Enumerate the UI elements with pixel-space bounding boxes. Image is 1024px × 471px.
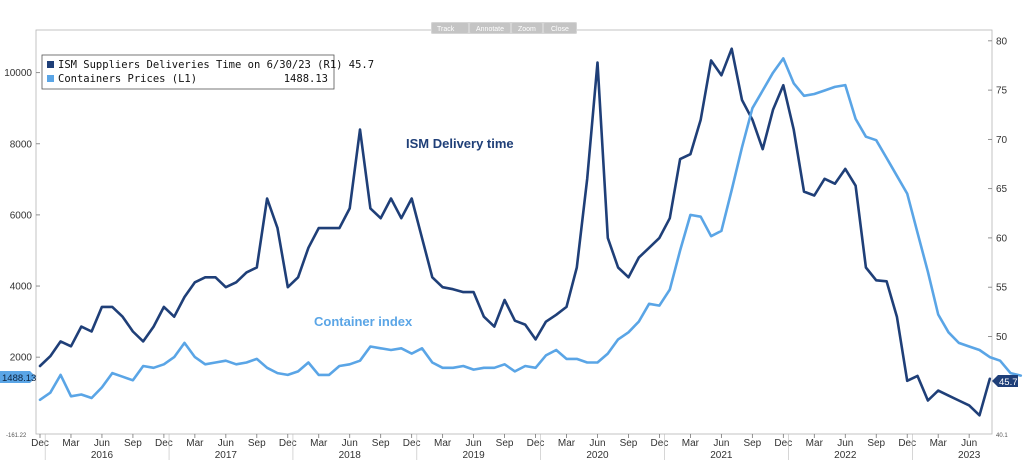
- x-axis-month-label: Dec: [527, 438, 545, 449]
- zoom-button[interactable]: Zoom: [512, 23, 542, 33]
- left-axis-tick-label: 6000: [10, 210, 33, 221]
- x-axis-month-label: Jun: [466, 438, 482, 449]
- x-axis-month-label: Jun: [589, 438, 605, 449]
- x-axis-month-label: Jun: [837, 438, 853, 449]
- right-axis-tick-label: 50: [996, 332, 1008, 343]
- annotate-button[interactable]: Annotate: [470, 23, 510, 33]
- left-axis-tick-label: 2000: [10, 353, 33, 364]
- x-axis-year-label: 2022: [834, 450, 857, 461]
- x-axis-month-label: Sep: [496, 438, 514, 449]
- right-axis-tick-label: 80: [996, 36, 1008, 47]
- zoom-button-label: Zoom: [518, 26, 536, 33]
- x-axis-month-label: Mar: [558, 438, 576, 449]
- right-axis-tick-label: 60: [996, 233, 1008, 244]
- right-axis-min-label: 40.1: [996, 433, 1008, 439]
- left-value-tag-label: 1488.13: [2, 373, 36, 384]
- x-axis-month-label: Sep: [372, 438, 390, 449]
- x-axis-month-label: Mar: [186, 438, 204, 449]
- x-axis-month-label: Dec: [774, 438, 792, 449]
- left-value-tag: 1488.13: [0, 371, 36, 384]
- left-axis-min-label: -161.22: [6, 433, 27, 439]
- right-value-tag-label: 45.7: [999, 377, 1018, 388]
- legend-swatch-ism: [47, 61, 54, 68]
- x-axis-month-label: Sep: [248, 438, 266, 449]
- close-button[interactable]: Close: [544, 23, 576, 33]
- chart-toolbar: Track Annotate Zoom Close: [431, 22, 577, 34]
- right-axis: 80 75 70 65 60 55 50: [988, 36, 1008, 343]
- x-axis-year-label: 2021: [710, 450, 733, 461]
- x-axis-month-label: Jun: [94, 438, 110, 449]
- left-axis-tick-label: 4000: [10, 282, 33, 293]
- x-axis-month-label: Sep: [867, 438, 885, 449]
- x-axis-month-label: Dec: [651, 438, 669, 449]
- series-line-ism-delivery-time: [38, 47, 992, 417]
- x-axis-year-label: 2018: [339, 450, 362, 461]
- x-axis-month-label: Jun: [713, 438, 729, 449]
- x-axis-year-label: 2019: [462, 450, 485, 461]
- left-axis-tick-label: 10000: [4, 68, 32, 79]
- x-axis: Dec Mar Jun Sep Dec Mar Jun Sep Dec Mar Jun Sep Dec M…: [31, 434, 981, 461]
- annotate-button-label: Annotate: [476, 26, 504, 33]
- right-axis-tick-label: 75: [996, 86, 1008, 97]
- x-axis-month-label: Mar: [682, 438, 700, 449]
- annotation-ism-delivery-time: ISM Delivery time: [406, 136, 514, 151]
- legend-label-ism: ISM Suppliers Deliveries Time on 6/30/23…: [58, 59, 374, 71]
- close-button-label: Close: [551, 26, 569, 33]
- legend: ISM Suppliers Deliveries Time on 6/30/23…: [41, 54, 374, 90]
- x-axis-month-label: Jun: [218, 438, 234, 449]
- x-axis-month-label: Jun: [961, 438, 977, 449]
- x-axis-month-label: Sep: [743, 438, 761, 449]
- x-axis-year-label: 2023: [958, 450, 981, 461]
- x-axis-month-label: Mar: [930, 438, 948, 449]
- x-axis-month-label: Dec: [279, 438, 297, 449]
- x-axis-year-label: 2017: [215, 450, 238, 461]
- x-axis-month-label: Dec: [403, 438, 421, 449]
- annotation-container-index: Container index: [314, 314, 413, 329]
- x-axis-month-label: Dec: [155, 438, 173, 449]
- legend-label-containers: Containers Prices (L1): [58, 73, 197, 85]
- right-value-tag: 45.7: [992, 375, 1018, 388]
- x-axis-month-label: Sep: [620, 438, 638, 449]
- x-axis-month-label: Dec: [31, 438, 49, 449]
- x-axis-month-label: Mar: [310, 438, 328, 449]
- right-axis-tick-label: 65: [996, 184, 1008, 195]
- legend-value-containers: 1488.13: [284, 73, 328, 85]
- right-axis-tick-label: 70: [996, 135, 1008, 146]
- x-axis-month-label: Sep: [124, 438, 142, 449]
- right-axis-tick-label: 55: [996, 283, 1008, 294]
- track-button-label: Track: [437, 26, 455, 33]
- x-axis-month-label: Jun: [342, 438, 358, 449]
- series-layer: [38, 47, 1023, 417]
- x-axis-month-label: Mar: [806, 438, 824, 449]
- x-axis-month-label: Mar: [62, 438, 80, 449]
- x-axis-year-label: 2020: [586, 450, 609, 461]
- left-axis: 10000 8000 6000 4000 2000: [4, 68, 40, 364]
- legend-swatch-containers: [47, 75, 54, 82]
- x-axis-month-label: Mar: [434, 438, 452, 449]
- series-line-container-prices: [38, 57, 1023, 402]
- track-button[interactable]: Track: [432, 23, 468, 33]
- x-axis-month-label: Dec: [898, 438, 916, 449]
- plot-area: [35, 29, 993, 435]
- left-axis-tick-label: 8000: [10, 139, 33, 150]
- x-axis-year-label: 2016: [91, 450, 114, 461]
